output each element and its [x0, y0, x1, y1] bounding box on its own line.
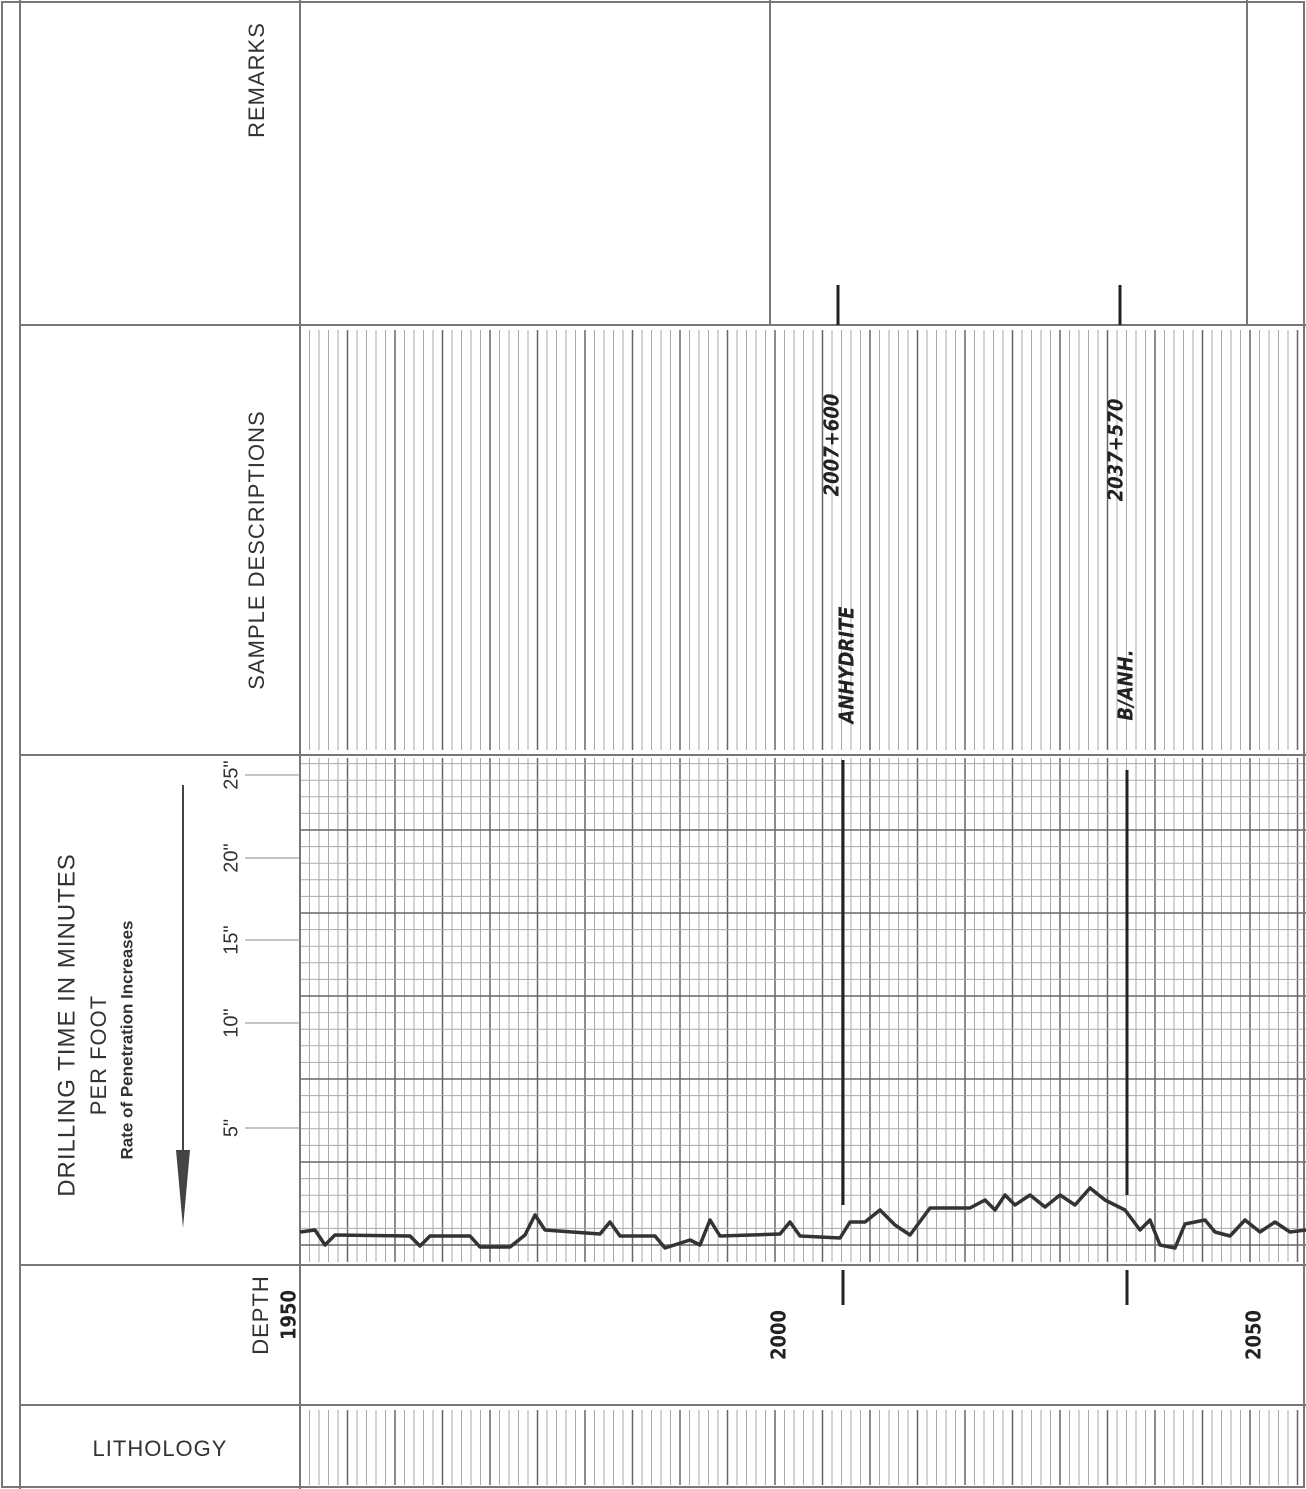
depth-mark: 2000 [767, 1310, 791, 1360]
depth-start: 1950 [277, 1290, 301, 1340]
section-label: LITHOLOGY [93, 1436, 228, 1461]
section-label: DEPTH [248, 1275, 273, 1355]
arrow [176, 785, 190, 1228]
section-label: SAMPLE DESCRIPTIONS [244, 410, 269, 689]
markers [836, 285, 1129, 1305]
section-note: Rate of Penetration Increases [117, 920, 136, 1159]
scale: 25" 20" 15" 10" 5" [220, 760, 300, 1137]
scale-label: 10" [220, 1008, 242, 1037]
annotation-label: ANHYDRITE [835, 606, 859, 726]
section-label: REMARKS [244, 22, 269, 138]
section-title: DRILLING TIME IN MINUTES [53, 853, 80, 1197]
grid [299, 330, 1306, 1485]
scale-label: 5" [220, 1119, 242, 1137]
scale-label: 20" [220, 843, 242, 872]
scale-label: 15" [220, 925, 242, 954]
annotation-value: 2007+600 [820, 394, 844, 497]
depth-mark: 2050 [1242, 1310, 1266, 1360]
scale-label: 25" [220, 760, 242, 789]
annotation-label: B/ANH. [1114, 649, 1138, 720]
annotation-value: 2037+570 [1104, 399, 1128, 502]
section-subtitle: PER FOOT [86, 995, 111, 1115]
drilling-curve [299, 1186, 1306, 1250]
